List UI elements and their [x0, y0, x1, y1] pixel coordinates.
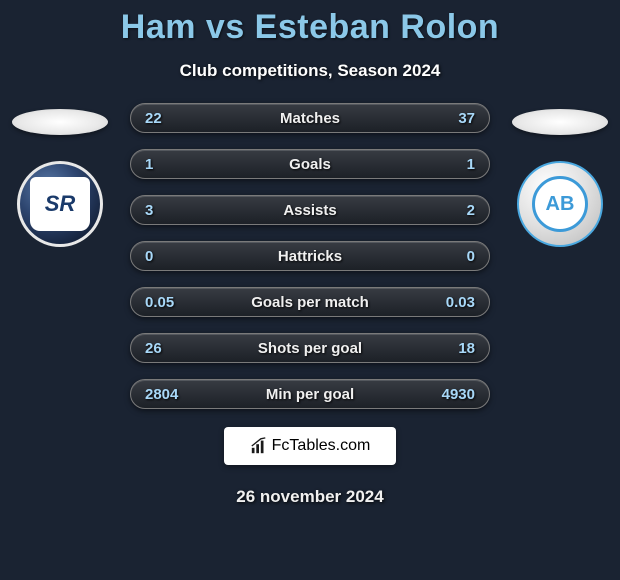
left-club-badge-shield: SR: [30, 177, 90, 231]
comparison-card: Ham vs Esteban Rolon Club competitions, …: [0, 0, 620, 580]
stat-row: 0 Hattricks 0: [130, 241, 490, 271]
stat-label: Shots per goal: [258, 340, 362, 357]
stat-value-right: 18: [435, 340, 475, 357]
right-player-column: AB: [500, 103, 620, 409]
stat-value-right: 2: [435, 202, 475, 219]
right-player-photo-placeholder: [512, 109, 608, 135]
generated-date: 26 november 2024: [236, 487, 383, 507]
stat-value-left: 0.05: [145, 294, 185, 311]
stat-row: 3 Assists 2: [130, 195, 490, 225]
stat-label: Hattricks: [278, 248, 342, 265]
stat-label: Goals per match: [251, 294, 369, 311]
page-title: Ham vs Esteban Rolon: [121, 8, 499, 47]
page-subtitle: Club competitions, Season 2024: [180, 61, 441, 81]
stat-value-left: 22: [145, 110, 185, 127]
source-logo[interactable]: FcTables.com: [224, 427, 396, 465]
stat-label: Assists: [283, 202, 336, 219]
stat-value-left: 3: [145, 202, 185, 219]
stat-label: Matches: [280, 110, 340, 127]
stat-value-left: 1: [145, 156, 185, 173]
left-club-badge: SR: [17, 161, 103, 247]
left-player-column: SR: [0, 103, 120, 409]
bar-chart-icon: [250, 437, 268, 455]
stat-value-right: 0: [435, 248, 475, 265]
stat-value-right: 37: [435, 110, 475, 127]
stat-row: 0.05 Goals per match 0.03: [130, 287, 490, 317]
right-club-badge: AB: [517, 161, 603, 247]
stat-value-left: 0: [145, 248, 185, 265]
stat-row: 22 Matches 37: [130, 103, 490, 133]
source-logo-text: FcTables.com: [272, 437, 371, 455]
right-club-badge-circle: AB: [532, 176, 588, 232]
stats-table: 22 Matches 37 1 Goals 1 3 Assists 2 0 Hattricks 0 0.…: [120, 103, 500, 409]
stat-value-right: 0.03: [435, 294, 475, 311]
stat-label: Min per goal: [266, 386, 354, 403]
stat-row: 2804 Min per goal 4930: [130, 379, 490, 409]
comparison-body: SR 22 Matches 37 1 Goals 1 3 Assists 2 0 Hattricks…: [0, 103, 620, 409]
stat-value-left: 2804: [145, 386, 185, 403]
stat-value-right: 4930: [435, 386, 475, 403]
stat-row: 1 Goals 1: [130, 149, 490, 179]
stat-value-left: 26: [145, 340, 185, 357]
stat-label: Goals: [289, 156, 331, 173]
left-player-photo-placeholder: [12, 109, 108, 135]
stat-value-right: 1: [435, 156, 475, 173]
stat-row: 26 Shots per goal 18: [130, 333, 490, 363]
